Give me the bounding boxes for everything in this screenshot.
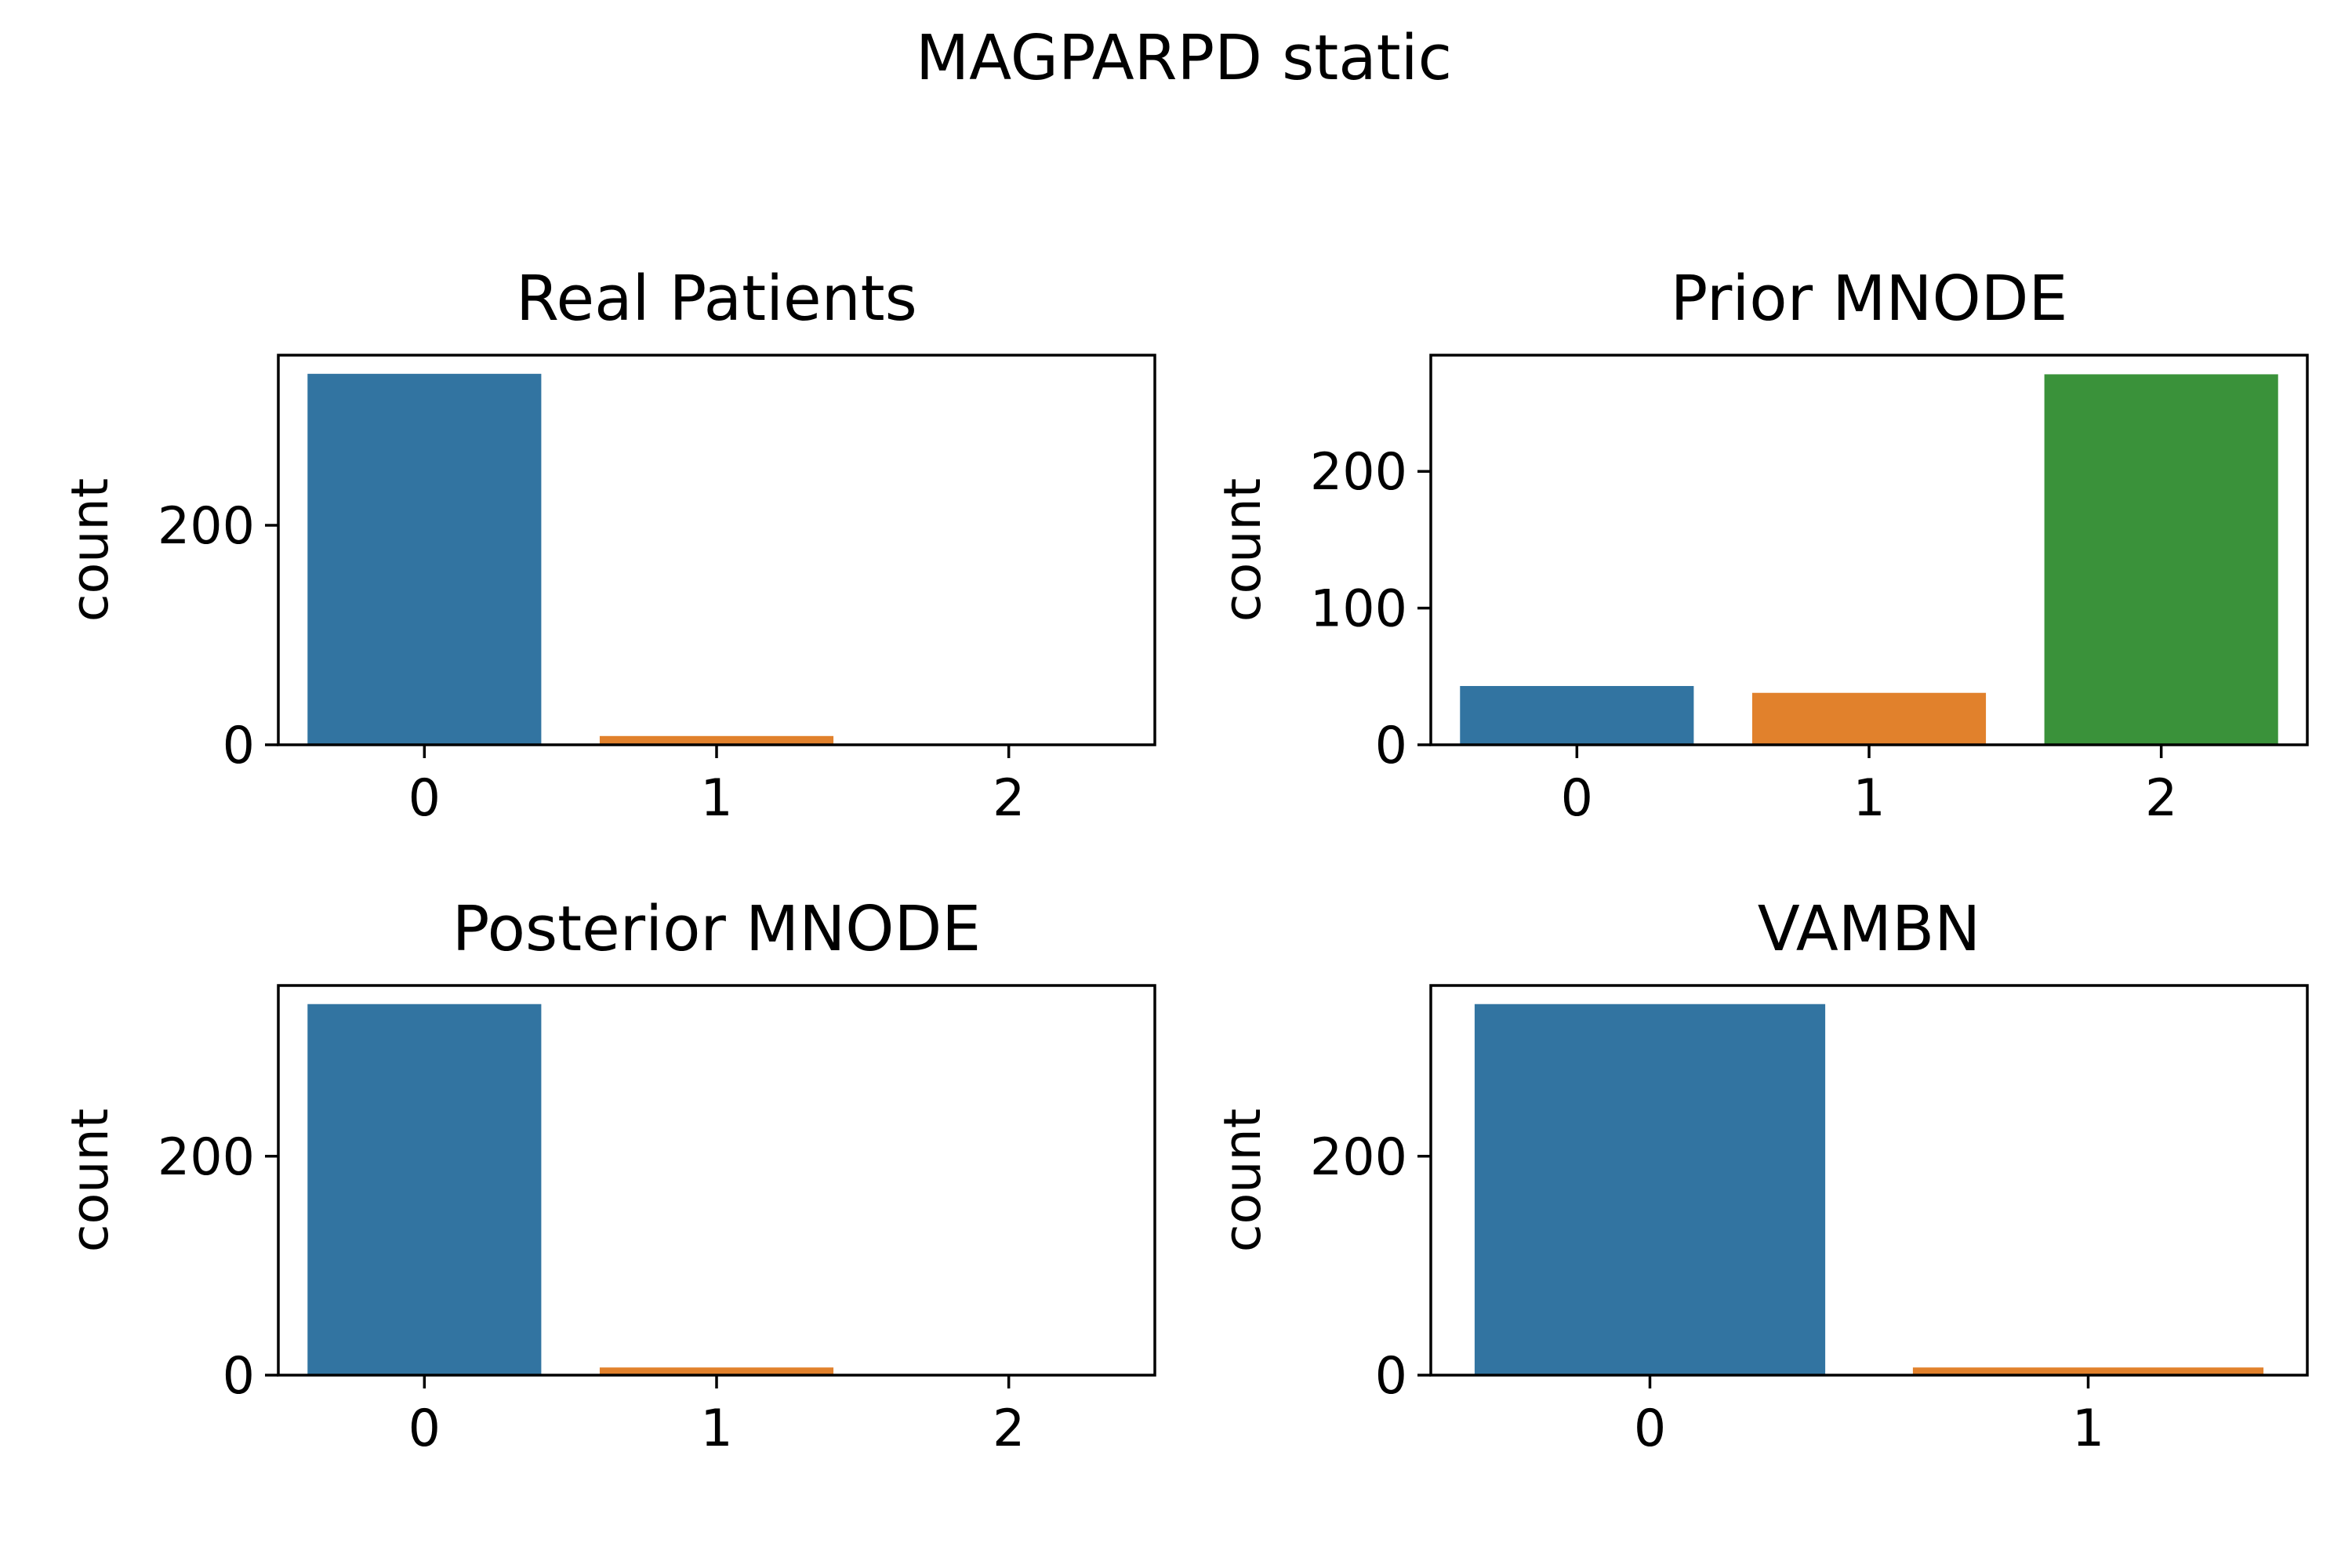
subplot-4: 0 1 0 200 VAMBN count <box>1214 893 2309 1458</box>
bar-0 <box>1474 1004 1826 1375</box>
y-tick-label: 200 <box>1310 443 1407 502</box>
subplot-title: Prior MNODE <box>1671 263 2068 335</box>
x-tick-label: 1 <box>1853 769 1885 828</box>
y-tick-label: 200 <box>158 1128 255 1187</box>
bar-1 <box>1751 692 1987 745</box>
x-tick-label: 2 <box>993 1399 1025 1458</box>
bar-0 <box>307 373 542 745</box>
y-tick-label: 0 <box>1375 717 1407 775</box>
subplot-1: 0 1 2 0 200 Real Patients count <box>61 263 1156 828</box>
axes-frame <box>1429 984 2309 1377</box>
x-tick-label: 2 <box>993 769 1025 828</box>
y-tick-label: 200 <box>158 497 255 556</box>
y-tick-label: 0 <box>223 1347 255 1406</box>
x-tick-label: 0 <box>1634 1399 1666 1458</box>
bar-1 <box>599 735 834 745</box>
subplot-3: 0 1 2 0 200 Posterior MNODE count <box>61 893 1156 1458</box>
x-tick-label: 1 <box>700 1399 732 1458</box>
y-axis-label: count <box>61 478 120 622</box>
subplot-title: VAMBN <box>1758 893 1981 965</box>
bar-1 <box>1912 1367 2264 1375</box>
subplot-title: Real Patients <box>516 263 917 335</box>
y-tick-label: 0 <box>1375 1347 1407 1406</box>
bar-0 <box>1460 686 1694 745</box>
figure-title: MAGPARPD static <box>916 22 1452 94</box>
subplot-2: 0 1 2 0 100 200 Prior MNODE count <box>1214 263 2309 828</box>
bar-2 <box>2044 374 2278 745</box>
y-tick-label: 0 <box>223 717 255 775</box>
x-tick-label: 2 <box>2145 769 2177 828</box>
x-tick-label: 0 <box>1561 769 1593 828</box>
y-tick-label: 200 <box>1310 1128 1407 1187</box>
subplot-title: Posterior MNODE <box>452 893 981 965</box>
y-axis-label: count <box>1214 1109 1272 1252</box>
bar-1 <box>599 1367 834 1375</box>
x-tick-label: 1 <box>700 769 732 828</box>
x-tick-label: 1 <box>2072 1399 2104 1458</box>
x-tick-label: 0 <box>408 1399 441 1458</box>
y-axis-label: count <box>61 1109 120 1252</box>
x-tick-label: 0 <box>408 769 441 828</box>
bar-0 <box>307 1004 542 1375</box>
y-axis-label: count <box>1214 478 1272 622</box>
y-tick-label: 100 <box>1310 580 1407 639</box>
